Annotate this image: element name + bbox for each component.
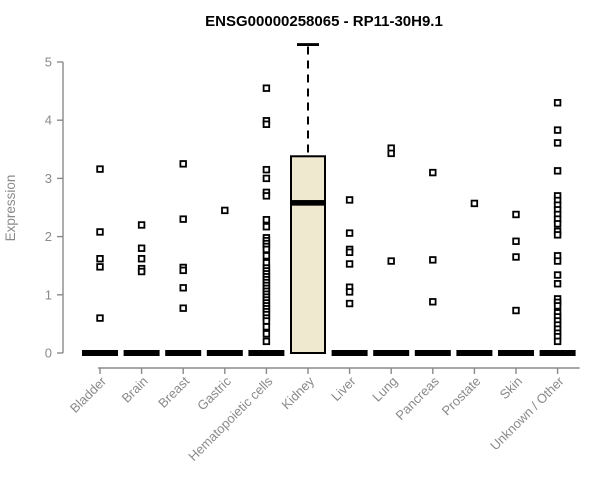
data-point-gastric bbox=[221, 206, 229, 215]
data-point-hematopoietic-cells bbox=[262, 337, 271, 346]
data-point-hematopoietic-cells bbox=[262, 174, 271, 183]
data-point-liver bbox=[345, 229, 354, 237]
y-tick-label: 2 bbox=[45, 229, 52, 244]
data-point-unknown-other bbox=[553, 257, 562, 265]
data-point-bladder bbox=[96, 255, 104, 263]
data-point-hematopoietic-cells bbox=[262, 317, 271, 325]
x-category-label: Pancreas bbox=[392, 373, 442, 423]
data-point-prostate bbox=[470, 199, 479, 208]
data-point-hematopoietic-cells bbox=[262, 165, 271, 174]
data-point-brain bbox=[137, 255, 146, 263]
zero-box-bladder bbox=[82, 350, 118, 356]
data-point-unknown-other bbox=[553, 302, 562, 310]
data-point-unknown-other bbox=[553, 231, 562, 239]
data-point-bladder bbox=[96, 263, 104, 271]
data-point-hematopoietic-cells bbox=[262, 120, 271, 128]
x-category-label: Kidney bbox=[278, 373, 317, 412]
data-point-unknown-other bbox=[553, 139, 562, 147]
x-category-label: Prostate bbox=[439, 374, 484, 419]
box-kidney bbox=[290, 155, 326, 354]
data-point-bladder bbox=[96, 228, 104, 236]
x-category-label: Bladder bbox=[67, 373, 110, 416]
zero-box-gastric bbox=[206, 350, 243, 356]
zero-box-prostate bbox=[456, 350, 493, 356]
data-point-skin bbox=[512, 253, 520, 261]
y-tick-label: 3 bbox=[45, 171, 52, 186]
x-category-label: Brain bbox=[119, 374, 151, 406]
data-point-breast bbox=[179, 284, 187, 292]
data-point-unknown-other bbox=[553, 126, 562, 134]
data-point-brain bbox=[137, 221, 146, 229]
data-point-breast bbox=[179, 304, 187, 312]
data-point-hematopoietic-cells bbox=[262, 252, 271, 260]
data-point-unknown-other bbox=[553, 99, 562, 107]
data-point-bladder bbox=[96, 165, 104, 173]
data-point-unknown-other bbox=[553, 271, 562, 279]
zero-box-liver bbox=[331, 350, 368, 356]
data-point-breast bbox=[179, 160, 187, 168]
median-line-kidney bbox=[291, 200, 325, 206]
zero-box-brain bbox=[123, 350, 160, 356]
data-point-hematopoietic-cells bbox=[262, 223, 271, 231]
data-point-unknown-other bbox=[553, 167, 562, 175]
data-point-hematopoietic-cells bbox=[262, 245, 271, 254]
zero-box-hematopoietic-cells bbox=[248, 350, 285, 356]
data-point-skin bbox=[512, 210, 520, 219]
x-category-label: Liver bbox=[328, 373, 359, 404]
y-tick-label: 0 bbox=[45, 346, 52, 361]
data-point-unknown-other bbox=[553, 220, 562, 228]
x-category-label: Gastric bbox=[194, 373, 234, 413]
data-point-unknown-other bbox=[553, 280, 562, 288]
zero-box-skin bbox=[498, 350, 534, 356]
y-tick-label: 5 bbox=[45, 55, 52, 70]
x-category-label: Breast bbox=[155, 373, 192, 410]
data-point-lung bbox=[387, 149, 395, 158]
data-point-liver bbox=[345, 196, 354, 204]
data-point-brain bbox=[137, 244, 146, 252]
data-point-hematopoietic-cells bbox=[262, 192, 271, 200]
zero-box-lung bbox=[373, 350, 410, 356]
zero-box-breast bbox=[165, 350, 202, 356]
data-point-liver bbox=[345, 248, 354, 257]
data-point-skin bbox=[512, 306, 520, 315]
data-point-skin bbox=[512, 237, 520, 245]
data-point-brain bbox=[137, 267, 146, 276]
data-point-pancreas bbox=[429, 168, 437, 177]
data-point-pancreas bbox=[429, 298, 437, 306]
data-point-hematopoietic-cells bbox=[262, 330, 271, 338]
x-category-label: Lung bbox=[369, 374, 400, 405]
data-point-hematopoietic-cells bbox=[262, 84, 271, 92]
data-point-unknown-other bbox=[553, 337, 562, 346]
data-point-breast bbox=[179, 215, 187, 223]
data-point-bladder bbox=[96, 314, 104, 322]
y-axis-label: Expression bbox=[3, 175, 18, 242]
chart-title: ENSG00000258065 - RP11-30H9.1 bbox=[205, 13, 443, 30]
data-point-liver bbox=[345, 260, 354, 268]
x-category-label: Unknown / Other bbox=[487, 373, 567, 453]
data-point-hematopoietic-cells bbox=[262, 323, 271, 331]
y-tick-label: 4 bbox=[45, 113, 52, 128]
y-tick-label: 1 bbox=[45, 287, 52, 302]
data-point-hematopoietic-cells bbox=[262, 216, 271, 224]
data-point-lung bbox=[387, 257, 395, 265]
data-point-breast bbox=[179, 266, 187, 275]
zero-box-pancreas bbox=[414, 350, 451, 356]
data-point-liver bbox=[345, 288, 354, 296]
zero-box-unknown-other bbox=[539, 350, 576, 356]
data-point-liver bbox=[345, 299, 354, 308]
x-category-label: Skin bbox=[497, 374, 525, 402]
data-point-pancreas bbox=[429, 256, 437, 264]
